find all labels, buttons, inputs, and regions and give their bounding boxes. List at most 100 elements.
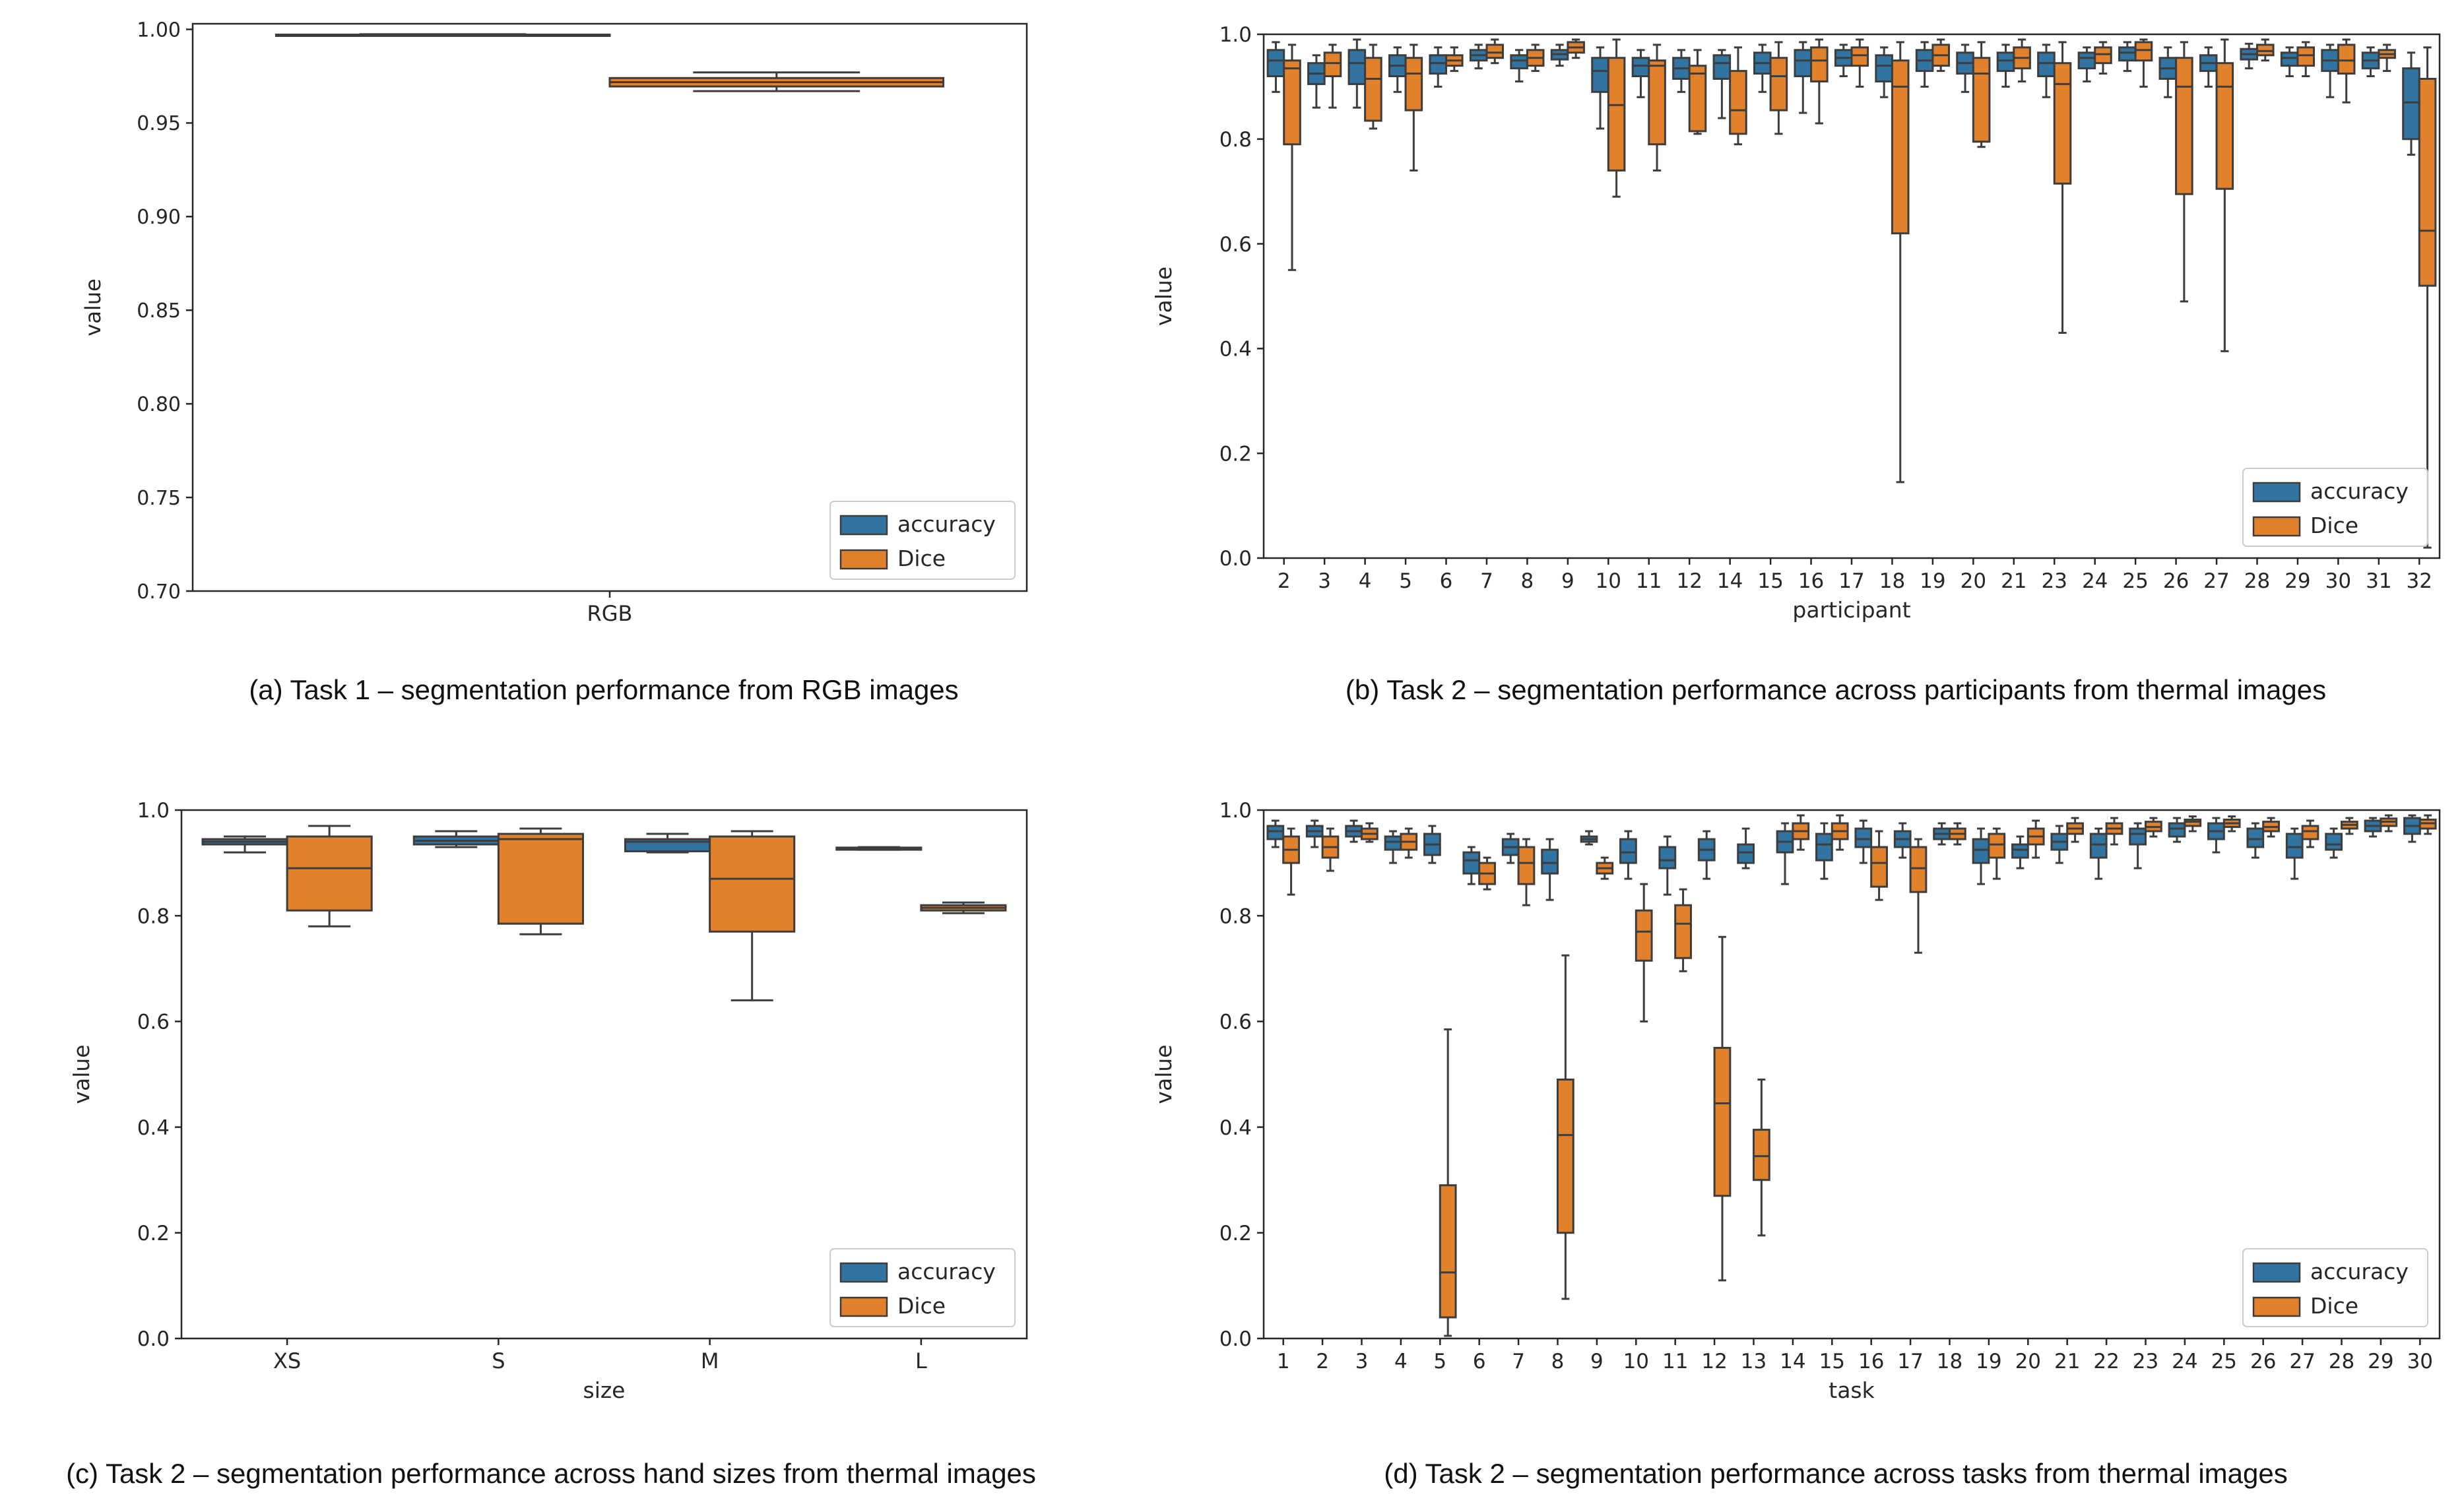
box-dice-1 bbox=[1282, 827, 1300, 896]
box-dice-29 bbox=[2296, 41, 2316, 78]
box-accuracy-7 bbox=[1469, 44, 1488, 70]
box-accuracy-15 bbox=[1815, 822, 1833, 880]
box-iqr bbox=[1850, 46, 1869, 67]
x-tick-label: M bbox=[701, 1348, 719, 1373]
box-dice-8 bbox=[1526, 44, 1545, 73]
x-tick-label: 26 bbox=[2163, 569, 2189, 593]
x-tick-label: 27 bbox=[2289, 1350, 2315, 1373]
box-dice-S bbox=[497, 827, 584, 935]
box-accuracy-16 bbox=[1794, 41, 1813, 114]
y-axis-label: value bbox=[69, 1044, 94, 1104]
box-iqr bbox=[2301, 825, 2319, 840]
box-iqr bbox=[1909, 846, 1928, 893]
x-tick-label: 25 bbox=[2211, 1350, 2237, 1373]
box-accuracy-5 bbox=[1388, 46, 1407, 93]
caption-d: (d) Task 2 – segmentation performance ac… bbox=[1384, 1458, 2288, 1489]
box-dice-32 bbox=[2418, 46, 2437, 549]
box-iqr bbox=[1729, 70, 1747, 135]
x-tick-label: 17 bbox=[1897, 1350, 1923, 1373]
x-tick-label: 32 bbox=[2407, 569, 2432, 593]
box-dice-L bbox=[920, 901, 1007, 914]
box-dice-XS bbox=[286, 825, 373, 928]
box-accuracy-13 bbox=[1737, 827, 1755, 869]
box-dice-18 bbox=[1949, 822, 1966, 846]
legend: accuracy Dice bbox=[829, 501, 1016, 580]
box-accuracy-14 bbox=[1712, 49, 1732, 119]
box-dice-23 bbox=[2145, 817, 2162, 838]
box-accuracy-24 bbox=[2077, 46, 2096, 82]
x-tick-label: 1 bbox=[1277, 1350, 1290, 1373]
box-iqr bbox=[1485, 44, 1505, 59]
box-dice-29 bbox=[2380, 814, 2398, 833]
box-accuracy-19 bbox=[1972, 827, 1990, 885]
box-dice-21 bbox=[2066, 817, 2084, 843]
x-tick-label: 18 bbox=[1937, 1350, 1962, 1373]
box-iqr bbox=[1996, 51, 2015, 73]
box-iqr bbox=[1517, 846, 1536, 885]
x-tick-label: 15 bbox=[1757, 569, 1783, 593]
box-accuracy-19 bbox=[1915, 41, 1934, 88]
box-dice-5 bbox=[1404, 44, 1423, 172]
box-iqr bbox=[1607, 57, 1626, 172]
box-dice-23 bbox=[2053, 41, 2072, 334]
box-dice-17 bbox=[1909, 838, 1928, 954]
box-accuracy-S bbox=[412, 830, 500, 848]
y-tick-label: 0.0 bbox=[137, 1327, 170, 1351]
y-tick-label: 0.2 bbox=[137, 1222, 170, 1245]
box-accuracy-4 bbox=[1384, 830, 1402, 864]
box-accuracy-27 bbox=[2199, 46, 2218, 88]
box-dice-11 bbox=[1674, 888, 1692, 972]
y-axis-label: value bbox=[1151, 1044, 1177, 1104]
box-iqr bbox=[1658, 846, 1677, 869]
box-dice-28 bbox=[2255, 38, 2275, 62]
box-iqr bbox=[1266, 49, 1285, 78]
y-tick-label: 0.75 bbox=[137, 487, 181, 510]
box-iqr bbox=[1510, 54, 1528, 70]
x-tick-label: 5 bbox=[1433, 1350, 1446, 1373]
box-accuracy-8 bbox=[1510, 49, 1528, 82]
x-tick-label: 7 bbox=[1480, 569, 1493, 593]
box-iqr bbox=[1875, 54, 1893, 82]
x-tick-label: 13 bbox=[1741, 1350, 1767, 1373]
box-dice-20 bbox=[2026, 819, 2045, 859]
box-iqr bbox=[2168, 822, 2186, 838]
x-tick-label: 28 bbox=[2244, 569, 2270, 593]
box-iqr bbox=[1429, 54, 1448, 75]
axes-frame bbox=[180, 809, 1028, 1340]
x-tick-label: 24 bbox=[2172, 1350, 2197, 1373]
box-accuracy-3 bbox=[1307, 54, 1326, 109]
x-tick-label: 31 bbox=[2366, 569, 2391, 593]
y-tick-label: 0.4 bbox=[1219, 1116, 1252, 1140]
x-tick-label: 3 bbox=[1318, 569, 1331, 593]
box-accuracy-29 bbox=[2364, 817, 2382, 838]
box-iqr bbox=[2280, 51, 2299, 67]
y-tick-label: 0.0 bbox=[1219, 1327, 1252, 1351]
box-dice-2 bbox=[1283, 44, 1301, 271]
box-dice-4 bbox=[1400, 827, 1418, 859]
x-tick-label: 17 bbox=[1838, 569, 1864, 593]
x-tick-label: 30 bbox=[2325, 569, 2351, 593]
box-iqr bbox=[1688, 65, 1707, 133]
box-iqr bbox=[1854, 827, 1873, 848]
box-accuracy-L bbox=[835, 846, 923, 851]
box-iqr bbox=[1810, 46, 1829, 82]
box-iqr bbox=[1891, 59, 1910, 235]
y-tick-label: 0.8 bbox=[1219, 904, 1252, 928]
box-dice-9 bbox=[1567, 38, 1585, 59]
box-dice-11 bbox=[1648, 44, 1666, 172]
x-tick-label: L bbox=[915, 1348, 927, 1373]
x-tick-label: 20 bbox=[1961, 569, 1986, 593]
x-tick-label: 12 bbox=[1701, 1350, 1727, 1373]
box-dice-24 bbox=[2184, 815, 2202, 833]
box-dice-9 bbox=[1596, 856, 1614, 880]
box-accuracy-23 bbox=[2129, 822, 2147, 869]
y-tick-label: 0.70 bbox=[137, 581, 181, 604]
box-iqr bbox=[1972, 57, 1991, 143]
box-dice-12 bbox=[1713, 935, 1732, 1282]
box-iqr bbox=[1815, 833, 1833, 862]
x-tick-label: 16 bbox=[1858, 1350, 1884, 1373]
box-accuracy-10 bbox=[1619, 830, 1637, 880]
x-tick-label: S bbox=[492, 1348, 505, 1373]
box-dice-7 bbox=[1517, 838, 1536, 906]
